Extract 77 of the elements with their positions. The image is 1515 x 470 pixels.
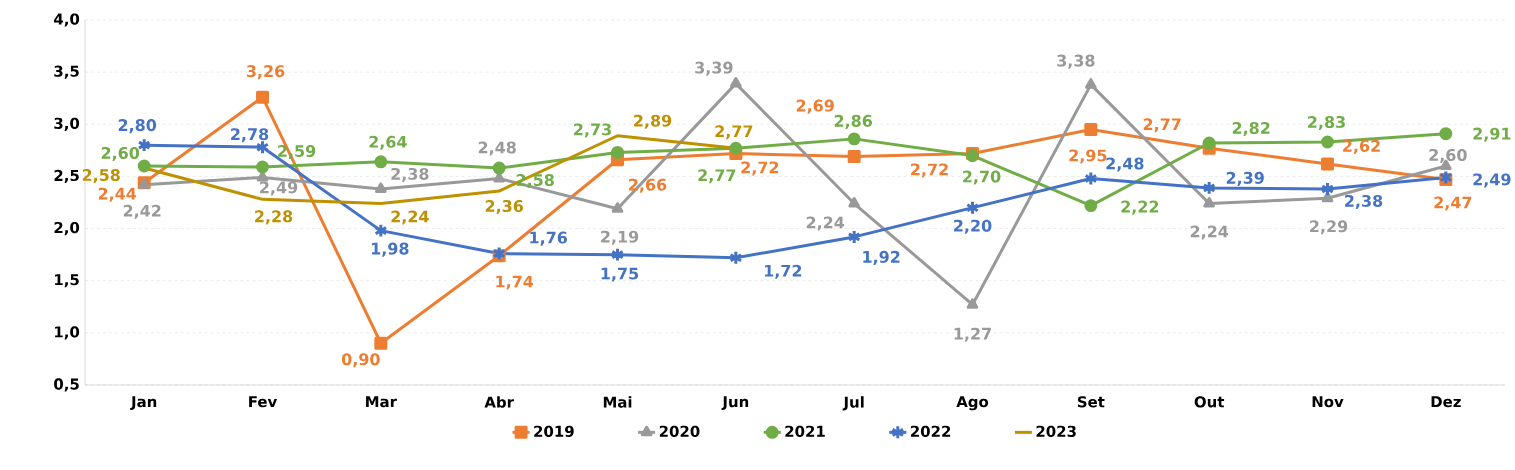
x-tick-label: Fev <box>249 396 278 408</box>
data-label: 1,27 <box>954 327 991 342</box>
data-label: 2,24 <box>1190 225 1229 240</box>
data-label: 2,64 <box>369 135 407 150</box>
x-tick-label: Mar <box>366 396 397 408</box>
x-tick-label: Jun <box>721 396 749 411</box>
data-label: 2,29 <box>1310 220 1348 235</box>
data-label: 2,48 <box>1106 157 1144 172</box>
y-tick-label: 2,5 <box>54 169 79 184</box>
data-label: 2,82 <box>1232 122 1270 137</box>
legend-label: 2021 <box>785 425 825 437</box>
data-label: 2,28 <box>255 210 293 225</box>
x-tick-label: Dez <box>1431 396 1461 408</box>
legend-label: 2022 <box>910 425 951 437</box>
data-label: 2,38 <box>1345 194 1383 209</box>
data-label: 3,39 <box>695 61 733 76</box>
data-label: 2,38 <box>391 167 429 182</box>
data-label: 2,66 <box>629 178 667 193</box>
data-label: 2,20 <box>954 219 992 234</box>
data-label: 2,89 <box>634 114 672 129</box>
data-label: 2,44 <box>98 187 137 202</box>
data-label: 2,95 <box>1069 149 1107 164</box>
data-label: 2,78 <box>231 128 269 143</box>
y-tick-label: 1,5 <box>55 274 79 288</box>
data-label: 1,72 <box>764 264 802 279</box>
y-tick-label: 0,5 <box>54 378 79 392</box>
data-label: 2,48 <box>478 141 516 156</box>
x-tick-label: Jan <box>130 396 157 411</box>
y-tick-label: 4,0 <box>54 13 80 27</box>
data-label: 2,49 <box>1473 173 1511 188</box>
data-label: 1,92 <box>863 250 900 265</box>
y-tick-label: 3,5 <box>54 65 79 79</box>
data-label: 2,77 <box>698 169 736 184</box>
data-label: 2,77 <box>715 125 753 140</box>
data-label: 2,69 <box>796 99 834 114</box>
data-label: 2,36 <box>485 199 523 215</box>
data-label: 2,60 <box>1429 148 1467 164</box>
x-tick-label: Set <box>1077 396 1105 408</box>
data-label: 2,72 <box>741 161 779 176</box>
x-tick-label: Nov <box>1312 396 1344 408</box>
legend-label: 2020 <box>659 425 700 437</box>
x-tick-label: Abr <box>484 396 514 408</box>
data-label: 2,91 <box>1473 127 1511 142</box>
data-label: 2,24 <box>806 216 845 231</box>
data-label: 3,38 <box>1057 54 1095 69</box>
legend-label: 2019 <box>534 425 574 437</box>
data-label: 2,22 <box>1121 200 1159 215</box>
data-label: 1,75 <box>601 267 639 282</box>
y-tick-label: 3,0 <box>54 117 80 131</box>
data-label: 2,42 <box>123 204 161 219</box>
data-label: 2,86 <box>834 114 872 129</box>
data-label: 2,39 <box>1226 171 1264 186</box>
y-tick-label: 2,0 <box>54 221 80 236</box>
x-tick-label: Out <box>1194 396 1225 408</box>
y-tick-label: 1,0 <box>55 326 80 340</box>
data-label: 2,24 <box>391 210 429 225</box>
data-label: 1,76 <box>530 231 567 246</box>
data-label: 2,49 <box>260 181 298 196</box>
data-label: 2,77 <box>1143 118 1181 133</box>
data-label: 2,70 <box>963 170 1001 185</box>
data-label: 2,60 <box>101 146 140 162</box>
x-tick-label: Mai <box>603 396 632 408</box>
data-label: 2,58 <box>82 169 120 184</box>
data-label: 2,73 <box>574 123 611 138</box>
data-label: 2,72 <box>911 163 948 178</box>
data-label: 2,47 <box>1434 196 1472 211</box>
data-label: 3,26 <box>246 65 285 80</box>
data-label: 0,90 <box>341 353 380 368</box>
legend-label: 2023 <box>1036 425 1076 437</box>
data-label: 1,74 <box>496 275 534 290</box>
data-label: 2,62 <box>1343 139 1380 154</box>
data-label: 1,98 <box>371 242 409 257</box>
x-tick-label: Ago <box>956 396 989 411</box>
data-label: 2,19 <box>601 230 639 245</box>
data-label: 2,80 <box>118 119 157 134</box>
x-tick-label: Jul <box>842 396 864 411</box>
data-label: 2,83 <box>1308 115 1345 131</box>
